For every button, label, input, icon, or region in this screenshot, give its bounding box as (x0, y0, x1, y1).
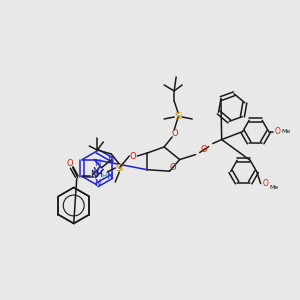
Text: O: O (66, 159, 73, 168)
Text: Si: Si (115, 164, 124, 172)
Text: O: O (275, 127, 280, 136)
Text: NH: NH (90, 170, 103, 179)
Text: N: N (94, 159, 100, 168)
Text: O: O (200, 145, 207, 154)
Text: N: N (94, 179, 100, 188)
Text: N: N (107, 155, 114, 164)
Text: Me: Me (269, 185, 278, 190)
Text: Si: Si (174, 112, 182, 122)
Text: Me: Me (281, 129, 290, 134)
Text: O: O (169, 163, 176, 172)
Text: H: H (101, 173, 106, 179)
Text: N: N (106, 172, 113, 181)
Text: O: O (130, 152, 136, 160)
Text: O: O (172, 130, 178, 139)
Text: O: O (263, 179, 268, 188)
Text: N: N (92, 167, 98, 176)
